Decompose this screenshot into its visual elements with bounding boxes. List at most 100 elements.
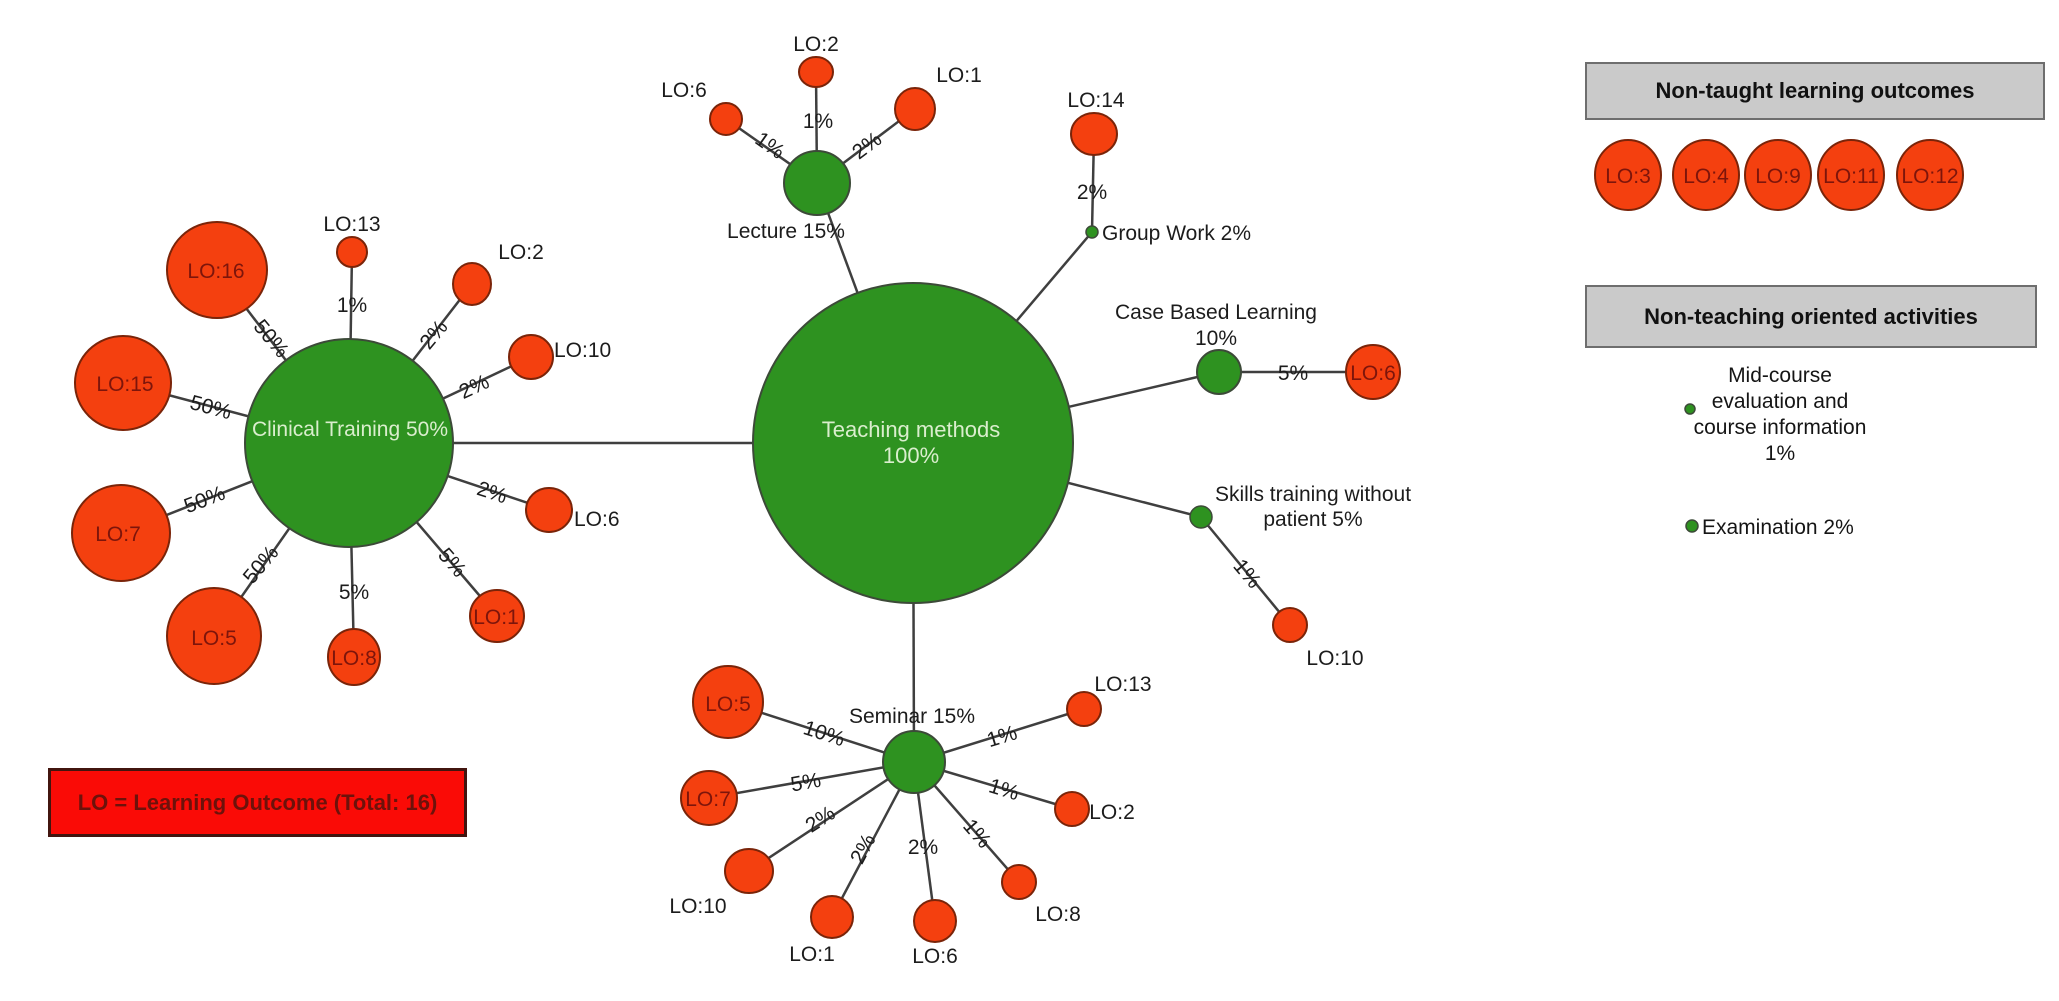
lec-lo1-label: LO:1 bbox=[936, 64, 982, 87]
non-taught-circle-label: LO:12 bbox=[1901, 165, 1958, 188]
non-taught-circle-lo4 bbox=[1672, 139, 1740, 211]
ct-lo5 bbox=[166, 587, 262, 685]
sem-lo6 bbox=[913, 899, 957, 943]
sem-lo8 bbox=[1001, 864, 1037, 900]
case-based-learning bbox=[1196, 349, 1242, 395]
lec-lo2-label: LO:2 bbox=[793, 33, 839, 56]
sem-lo5 bbox=[692, 665, 764, 739]
edge-label-12: 1% bbox=[803, 110, 833, 133]
seminar bbox=[882, 730, 946, 794]
cbl-lo6-label: LO:6 bbox=[1350, 362, 1396, 385]
ct-lo2 bbox=[452, 262, 492, 306]
edge-24 bbox=[748, 760, 915, 873]
ct-lo16-label: LO:16 bbox=[187, 260, 244, 283]
ct-lo6-label: LO:6 bbox=[574, 508, 620, 531]
ct-lo2-label: LO:2 bbox=[498, 241, 544, 264]
ct-lo1 bbox=[469, 589, 525, 643]
sem-lo7-label: LO:7 bbox=[685, 788, 731, 811]
gw-lo14-label: LO:14 bbox=[1067, 89, 1125, 112]
legend-box: LO = Learning Outcome (Total: 16) bbox=[48, 768, 467, 837]
teaching-methods-label: Teaching methods 100% bbox=[822, 417, 1001, 468]
lecture-label: Lecture 15% bbox=[727, 220, 845, 243]
sem-lo13 bbox=[1066, 691, 1102, 727]
ct-lo7 bbox=[71, 484, 171, 582]
examination-label: Examination 2% bbox=[1702, 516, 1854, 539]
edge-label-9: 2% bbox=[474, 477, 510, 508]
seminar-label: Seminar 15% bbox=[849, 705, 975, 728]
edge-23 bbox=[708, 760, 915, 800]
edge-label-29: 1% bbox=[984, 721, 1020, 752]
ct-lo1-label: LO:1 bbox=[473, 606, 519, 629]
clinical-training-label: Clinical Training 50% bbox=[252, 418, 448, 441]
ct-lo15 bbox=[74, 335, 172, 431]
teaching-methods bbox=[752, 282, 1074, 604]
ct-lo13 bbox=[336, 236, 368, 268]
sem-lo5-label: LO:5 bbox=[705, 693, 751, 716]
skills-training-dot bbox=[1189, 505, 1213, 529]
case-based-learning-label: Case Based Learning 10% bbox=[1115, 301, 1317, 350]
ct-lo7-label: LO:7 bbox=[95, 523, 141, 546]
sem-lo7 bbox=[680, 770, 738, 826]
sem-lo1 bbox=[810, 895, 854, 939]
edge-label-22: 10% bbox=[800, 716, 847, 751]
lec-lo1 bbox=[894, 87, 936, 131]
edge-label-4: 50% bbox=[187, 391, 234, 424]
non-taught-circle-lo9 bbox=[1744, 139, 1812, 211]
edge-label-23: 5% bbox=[789, 769, 823, 797]
group-work-dot-label: Group Work 2% bbox=[1102, 222, 1251, 245]
non-taught-circle-label: LO:11 bbox=[1823, 165, 1879, 188]
edge-label-0: 50% bbox=[249, 315, 294, 362]
ct-lo5-label: LO:5 bbox=[191, 627, 237, 650]
edge-19 bbox=[1200, 516, 1291, 626]
ct-lo10-label: LO:10 bbox=[554, 339, 611, 362]
ct-lo8 bbox=[327, 628, 381, 686]
non-taught-circle-lo12 bbox=[1896, 139, 1964, 211]
edge-label-26: 2% bbox=[908, 836, 938, 859]
non-taught-circle-label: LO:3 bbox=[1605, 165, 1651, 188]
non-taught-circle-label: LO:9 bbox=[1755, 165, 1801, 188]
lec-lo6 bbox=[709, 102, 743, 136]
non-teaching-header: Non-teaching oriented activities bbox=[1585, 285, 2037, 348]
sem-lo10-label: LO:10 bbox=[669, 895, 726, 918]
edge-label-1: 1% bbox=[337, 294, 367, 317]
skills-training-dot-label: Skills training without patient 5% bbox=[1215, 483, 1411, 531]
skills-lo10 bbox=[1272, 607, 1308, 643]
edge-label-3: 2% bbox=[456, 370, 493, 404]
ct-lo13-label: LO:13 bbox=[323, 213, 380, 236]
edge-label-17: 5% bbox=[1278, 362, 1308, 385]
non-taught-circle-lo11 bbox=[1817, 139, 1885, 211]
group-work-dot bbox=[1085, 225, 1099, 239]
sem-lo8-label: LO:8 bbox=[1035, 903, 1081, 926]
non-taught-header: Non-taught learning outcomes bbox=[1585, 62, 2045, 120]
ct-lo6 bbox=[525, 487, 573, 533]
ct-lo16 bbox=[166, 221, 268, 319]
midcourse-dot bbox=[1684, 403, 1696, 415]
sem-lo2-label: LO:2 bbox=[1089, 801, 1135, 824]
edge-label-15: 2% bbox=[1077, 181, 1107, 204]
sem-lo10 bbox=[724, 848, 774, 894]
midcourse-evaluation-label: Mid-course evaluation and course informa… bbox=[1693, 364, 1867, 465]
edge-label-7: 5% bbox=[339, 581, 369, 604]
non-taught-circle-label: LO:4 bbox=[1683, 165, 1729, 188]
edge-label-5: 50% bbox=[181, 482, 228, 519]
cbl-lo6 bbox=[1345, 344, 1401, 400]
gw-lo14 bbox=[1070, 112, 1118, 156]
lec-lo6-label: LO:6 bbox=[661, 79, 707, 102]
ct-lo10 bbox=[508, 334, 554, 380]
ct-lo15-label: LO:15 bbox=[96, 373, 153, 396]
sem-lo2 bbox=[1054, 791, 1090, 827]
skills-lo10-label: LO:10 bbox=[1306, 647, 1363, 670]
edge-label-13: 2% bbox=[848, 127, 886, 164]
ct-lo8-label: LO:8 bbox=[331, 647, 377, 670]
sem-lo1-label: LO:1 bbox=[789, 943, 835, 966]
examination-dot bbox=[1685, 519, 1699, 533]
edge-label-28: 1% bbox=[986, 774, 1022, 805]
sem-lo13-label: LO:13 bbox=[1094, 673, 1151, 696]
lecture bbox=[783, 150, 851, 216]
clinical-training bbox=[244, 338, 454, 548]
lec-lo2 bbox=[798, 56, 834, 88]
non-taught-circle-lo3 bbox=[1594, 139, 1662, 211]
sem-lo6-label: LO:6 bbox=[912, 945, 958, 968]
